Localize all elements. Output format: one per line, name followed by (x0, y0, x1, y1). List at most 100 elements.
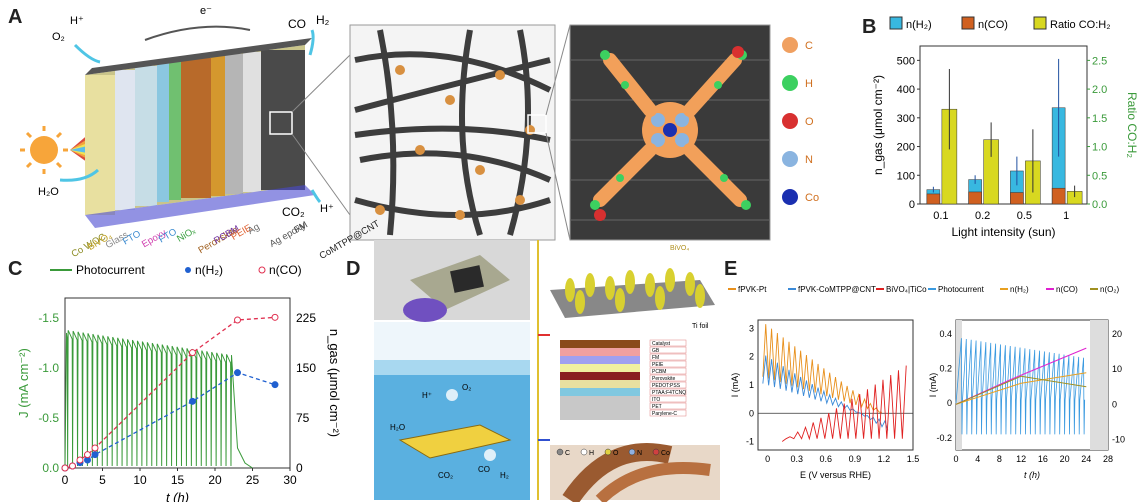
sun-icon (20, 126, 68, 174)
stack-label: FM (652, 355, 659, 361)
label-h2: H₂ (316, 13, 330, 27)
bivo4-nanostructure: BiVO₄ Ti foil (550, 245, 715, 330)
bar-co (969, 192, 982, 204)
y2-tick-label: 1.5 (1092, 113, 1107, 125)
x-tick-label: 1.2 (878, 454, 891, 464)
layer-labels: Co WOC BiVO₄ Glass FTO Epoxy FTO NiOₓ Perovskit… (20, 200, 350, 260)
y-tick-label: 0.4 (939, 329, 952, 339)
x-tick-label: 15 (171, 473, 185, 487)
data-point (235, 317, 241, 323)
legend-atom-C (782, 37, 798, 53)
x-axis-label: t (h) (1024, 470, 1040, 480)
atom-label: O (613, 450, 619, 457)
legend-label: n(O₂) (1100, 285, 1119, 294)
x-axis-label: E (V versus RHE) (800, 470, 871, 480)
bar-co (1010, 193, 1023, 204)
x-axis-label: t (h) (166, 490, 189, 502)
x-tick-label: 12 (1016, 454, 1026, 464)
legend-swatch (962, 17, 974, 29)
y2-axis-label: Ratio CO:H₂ (1125, 92, 1137, 158)
layer-label: NiOₓ (175, 225, 197, 244)
data-point (272, 314, 278, 320)
stack-label: PCBM (652, 369, 666, 375)
y-axis-label: J (mA cm⁻²) (16, 348, 31, 418)
perovskite-layer (181, 58, 211, 198)
x-tick-label: 10 (133, 473, 147, 487)
stack-label: ITO (652, 397, 660, 403)
data-point (190, 398, 196, 404)
label-hplus-a: H⁺ (70, 15, 84, 27)
x-tick-label: 0.6 (820, 454, 833, 464)
legend-swatch (890, 17, 902, 29)
y-tick-label: -1 (746, 437, 754, 447)
panel-d-figure: H⁺ O₂ H₂O CO₂ CO H₂ BiVO₄ Ti foil Cataly… (370, 240, 725, 502)
y-tick-label: 0.2 (939, 364, 952, 374)
y2-tick-label: 225 (296, 311, 316, 325)
x-tick-label: 0 (953, 454, 958, 464)
data-point (70, 463, 76, 469)
label-co: CO (288, 17, 306, 31)
y2-tick-label: 0 (296, 461, 303, 475)
y-tick-label: 2 (749, 352, 754, 362)
stack-label: PEDOT:PSS (652, 383, 681, 389)
label-h2: H₂ (500, 471, 509, 480)
legend-label: n(CO) (269, 263, 302, 277)
atom-label: N (637, 450, 642, 457)
legend-label: fPVK-CoMTPP@CNT (798, 285, 876, 294)
y-tick-label: 3 (749, 323, 754, 333)
y-tick-label: -0.2 (936, 433, 952, 443)
comtpp-layer (261, 50, 305, 190)
legend-atom-label: N (805, 154, 813, 166)
atom-legend: C H O N Co (782, 37, 819, 205)
label-h2o: H₂O (38, 186, 59, 198)
y2-tick-label: -10 (1112, 434, 1125, 444)
y-axis-label: I (mA) (928, 373, 938, 398)
y-tick-label: 0 (947, 398, 952, 408)
data-point (190, 350, 196, 356)
pvk-layer-stack: CatalystGBFMPEIEPCBMPerovskitePEDOT:PSSP… (560, 340, 686, 420)
label-electron: e⁻ (200, 5, 212, 17)
panel-letter-e: E (724, 258, 737, 281)
y2-tick-label: 20 (1112, 329, 1122, 339)
y-tick-label: 400 (897, 84, 915, 96)
legend-atom-label: C (805, 40, 813, 52)
x-tick-label: 0 (765, 454, 770, 464)
x-tick-label: 1.5 (907, 454, 920, 464)
atom-label: Co (661, 450, 670, 457)
arrow-icon (75, 45, 100, 62)
data-point (77, 457, 83, 463)
arrow-icon (145, 27, 250, 40)
x-tick-label: 24 (1081, 454, 1091, 464)
x-tick-label: 0.1 (933, 210, 948, 222)
y-tick-label: -1.5 (38, 311, 59, 325)
stack-label: Catalyst (652, 341, 671, 347)
bar-co (1052, 188, 1065, 204)
cnt-mesh-image (350, 25, 555, 240)
y2-tick-label: 0.5 (1092, 170, 1107, 182)
legend-atom-Co (782, 189, 798, 205)
stack-label: GB (652, 348, 660, 354)
data-point (235, 370, 241, 376)
legend-label: Photocurrent (76, 263, 145, 277)
y2-tick-label: 150 (296, 361, 316, 375)
y-tick-label: 500 (897, 55, 915, 67)
device-photo (374, 240, 530, 322)
y-tick-label: 100 (897, 170, 915, 182)
legend-label: n(CO) (1056, 285, 1078, 294)
x-tick-label: 20 (208, 473, 222, 487)
legend-atom-label: H (805, 78, 813, 90)
photocurrent-line (956, 338, 1085, 434)
label-hplus: H⁺ (422, 391, 432, 400)
data-point (62, 465, 68, 471)
y2-tick-label: 10 (1112, 364, 1122, 374)
atom-label: C (565, 450, 570, 457)
chart-b: n(H₂) n(CO) Ratio CO:H₂01002003004005000.0… (860, 14, 1137, 254)
legend-label: n(H₂) (1010, 285, 1029, 294)
x-tick-label: 5 (99, 473, 106, 487)
y2-tick-label: 2.0 (1092, 84, 1107, 96)
legend-atom-O (782, 113, 798, 129)
x-tick-label: 0.2 (975, 210, 990, 222)
label-h2o: H₂O (390, 423, 405, 432)
stack-label: Parylene-C (652, 411, 677, 417)
y-tick-label: 1 (749, 380, 754, 390)
